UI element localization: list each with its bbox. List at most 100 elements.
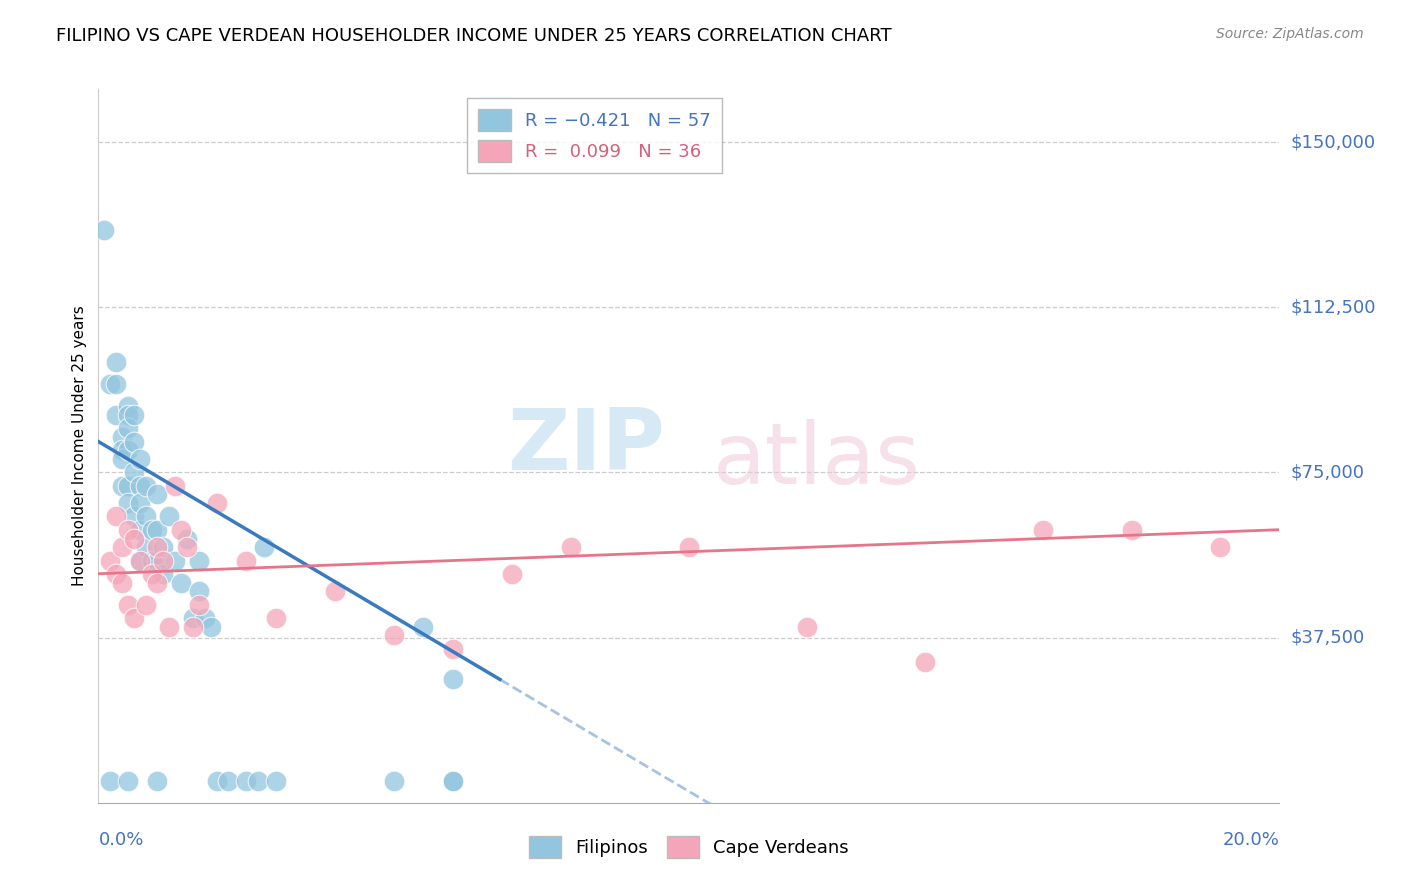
Point	[170, 575, 193, 590]
Point	[165, 553, 187, 567]
Point	[98, 773, 121, 788]
Point	[323, 584, 346, 599]
Point	[412, 619, 434, 633]
Point	[560, 541, 582, 555]
Point	[246, 773, 269, 788]
Point	[135, 598, 157, 612]
Point	[176, 541, 198, 555]
Point	[105, 355, 128, 369]
Point	[441, 773, 464, 788]
Point	[122, 611, 145, 625]
Point	[146, 541, 169, 555]
Point	[105, 377, 128, 392]
Point	[501, 566, 523, 581]
Text: ZIP: ZIP	[508, 404, 665, 488]
Point	[205, 773, 228, 788]
Point	[117, 443, 139, 458]
Point	[111, 443, 134, 458]
Point	[128, 553, 150, 567]
Point	[181, 619, 204, 633]
Point	[253, 541, 276, 555]
Text: atlas: atlas	[713, 418, 921, 502]
Point	[796, 619, 818, 633]
Point	[1121, 523, 1143, 537]
Point	[117, 408, 139, 422]
Point	[111, 430, 134, 444]
Point	[135, 509, 157, 524]
Point	[117, 421, 139, 435]
Point	[914, 655, 936, 669]
Point	[141, 553, 163, 567]
Point	[382, 773, 405, 788]
Point	[98, 553, 121, 567]
Point	[128, 553, 150, 567]
Point	[122, 408, 145, 422]
Point	[678, 541, 700, 555]
Point	[141, 523, 163, 537]
Text: 0.0%: 0.0%	[98, 830, 143, 848]
Point	[264, 773, 287, 788]
Point	[264, 611, 287, 625]
Text: $112,500: $112,500	[1291, 298, 1376, 317]
Point	[128, 452, 150, 467]
Point	[117, 478, 139, 492]
Point	[105, 408, 128, 422]
Point	[152, 541, 174, 555]
Point	[117, 523, 139, 537]
Point	[111, 541, 134, 555]
Point	[105, 566, 128, 581]
Point	[152, 566, 174, 581]
Point	[98, 377, 121, 392]
Point	[122, 466, 145, 480]
Y-axis label: Householder Income Under 25 years: Householder Income Under 25 years	[72, 306, 87, 586]
Point	[205, 496, 228, 510]
Text: $75,000: $75,000	[1291, 464, 1365, 482]
Point	[157, 619, 180, 633]
Text: 20.0%: 20.0%	[1223, 830, 1279, 848]
Text: FILIPINO VS CAPE VERDEAN HOUSEHOLDER INCOME UNDER 25 YEARS CORRELATION CHART: FILIPINO VS CAPE VERDEAN HOUSEHOLDER INC…	[56, 27, 891, 45]
Point	[187, 584, 209, 599]
Point	[117, 598, 139, 612]
Point	[105, 509, 128, 524]
Text: Source: ZipAtlas.com: Source: ZipAtlas.com	[1216, 27, 1364, 41]
Point	[187, 598, 209, 612]
Point	[441, 773, 464, 788]
Text: $150,000: $150,000	[1291, 133, 1375, 151]
Point	[187, 553, 209, 567]
Point	[181, 611, 204, 625]
Point	[111, 478, 134, 492]
Point	[382, 628, 405, 642]
Point	[200, 619, 222, 633]
Point	[122, 509, 145, 524]
Legend: Filipinos, Cape Verdeans: Filipinos, Cape Verdeans	[522, 829, 856, 865]
Point	[165, 478, 187, 492]
Point	[146, 487, 169, 501]
Point	[176, 532, 198, 546]
Point	[128, 523, 150, 537]
Point	[217, 773, 239, 788]
Point	[146, 523, 169, 537]
Point	[235, 553, 257, 567]
Point	[194, 611, 217, 625]
Point	[111, 452, 134, 467]
Point	[235, 773, 257, 788]
Point	[122, 532, 145, 546]
Text: $37,500: $37,500	[1291, 629, 1365, 647]
Point	[93, 223, 115, 237]
Point	[135, 541, 157, 555]
Point	[135, 478, 157, 492]
Point	[141, 566, 163, 581]
Point	[1209, 541, 1232, 555]
Point	[441, 673, 464, 687]
Point	[117, 773, 139, 788]
Point	[117, 496, 139, 510]
Point	[152, 553, 174, 567]
Point	[146, 773, 169, 788]
Point	[111, 575, 134, 590]
Point	[146, 553, 169, 567]
Point	[128, 496, 150, 510]
Point	[170, 523, 193, 537]
Point	[441, 641, 464, 656]
Point	[122, 434, 145, 449]
Point	[146, 575, 169, 590]
